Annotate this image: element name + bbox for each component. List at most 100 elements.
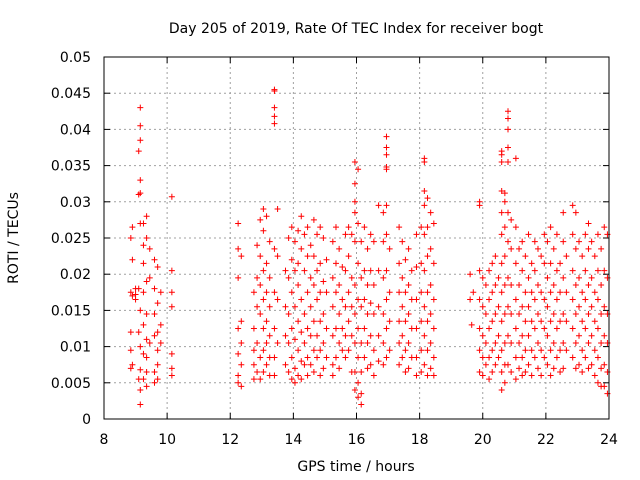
data-point (271, 88, 278, 95)
data-point (430, 260, 437, 267)
data-point (531, 325, 538, 332)
data-point (250, 325, 257, 332)
data-point (260, 325, 267, 332)
data-point (295, 347, 302, 354)
data-point (295, 318, 302, 325)
data-point (492, 361, 499, 368)
data-point (525, 274, 532, 281)
data-point (254, 339, 261, 346)
data-point (370, 311, 377, 318)
data-point (307, 242, 314, 249)
data-point (427, 365, 434, 372)
data-point (560, 274, 567, 281)
data-point (295, 372, 302, 379)
data-point (364, 365, 371, 372)
data-point (498, 387, 505, 394)
data-point (498, 347, 505, 354)
data-point (557, 289, 564, 296)
data-point (522, 318, 529, 325)
data-point (538, 289, 545, 296)
data-point (285, 368, 292, 375)
data-point (579, 253, 586, 260)
data-point (358, 339, 365, 346)
x-tick-label: 18 (411, 432, 429, 448)
grid (104, 57, 609, 419)
data-point (516, 311, 523, 318)
data-point (516, 245, 523, 252)
data-point (501, 198, 508, 205)
data-point (418, 260, 425, 267)
data-point (569, 354, 576, 361)
data-point (254, 303, 261, 310)
data-point (553, 296, 560, 303)
data-point (383, 231, 390, 238)
data-point (505, 332, 511, 339)
data-point (418, 368, 425, 375)
y-tick-label: 0 (82, 412, 91, 428)
data-point (304, 253, 311, 260)
data-point (598, 245, 605, 252)
data-point (235, 325, 242, 332)
data-point (505, 158, 511, 165)
data-point (143, 336, 150, 343)
data-point (235, 350, 242, 357)
y-tick-label: 0.015 (51, 303, 91, 319)
data-point (348, 303, 355, 310)
data-point (512, 296, 519, 303)
data-point (364, 282, 371, 289)
data-point (601, 267, 608, 274)
data-point (336, 245, 343, 252)
data-point (588, 332, 595, 339)
data-point (560, 238, 567, 245)
data-point (541, 325, 548, 332)
data-point (168, 350, 175, 357)
data-point (380, 361, 387, 368)
data-point (370, 282, 377, 289)
data-point (345, 289, 352, 296)
data-point (594, 296, 601, 303)
data-point (541, 296, 548, 303)
data-point (569, 267, 576, 274)
data-point (413, 296, 420, 303)
data-point (560, 339, 567, 346)
data-point (553, 267, 560, 274)
data-point (375, 303, 382, 310)
data-point (470, 289, 477, 296)
data-point (498, 260, 505, 267)
data-point (498, 209, 505, 216)
data-point (550, 282, 557, 289)
x-tick-label: 20 (474, 432, 492, 448)
data-point (260, 267, 267, 274)
data-point (421, 267, 428, 274)
data-point (168, 303, 175, 310)
data-point (396, 224, 403, 231)
data-point (154, 347, 161, 354)
x-tick-label: 10 (158, 432, 176, 448)
data-point (367, 231, 374, 238)
data-point (492, 311, 499, 318)
data-point (345, 318, 352, 325)
data-point (339, 263, 346, 270)
data-point (585, 220, 592, 227)
data-point (528, 318, 535, 325)
data-point (320, 235, 327, 241)
data-point (591, 347, 598, 354)
data-point (271, 289, 278, 296)
data-point (151, 256, 158, 263)
data-point (479, 372, 486, 379)
data-point (538, 372, 545, 379)
data-point (601, 361, 608, 368)
data-point (522, 368, 529, 375)
data-point (307, 274, 314, 281)
data-point (137, 177, 144, 184)
data-point (505, 238, 511, 245)
data-point (498, 289, 505, 296)
data-point (291, 238, 298, 245)
data-point (516, 339, 523, 346)
data-point (538, 347, 545, 354)
data-point (508, 216, 515, 223)
data-point (295, 282, 302, 289)
data-point (424, 289, 431, 296)
data-point (418, 318, 425, 325)
data-point (408, 267, 415, 274)
